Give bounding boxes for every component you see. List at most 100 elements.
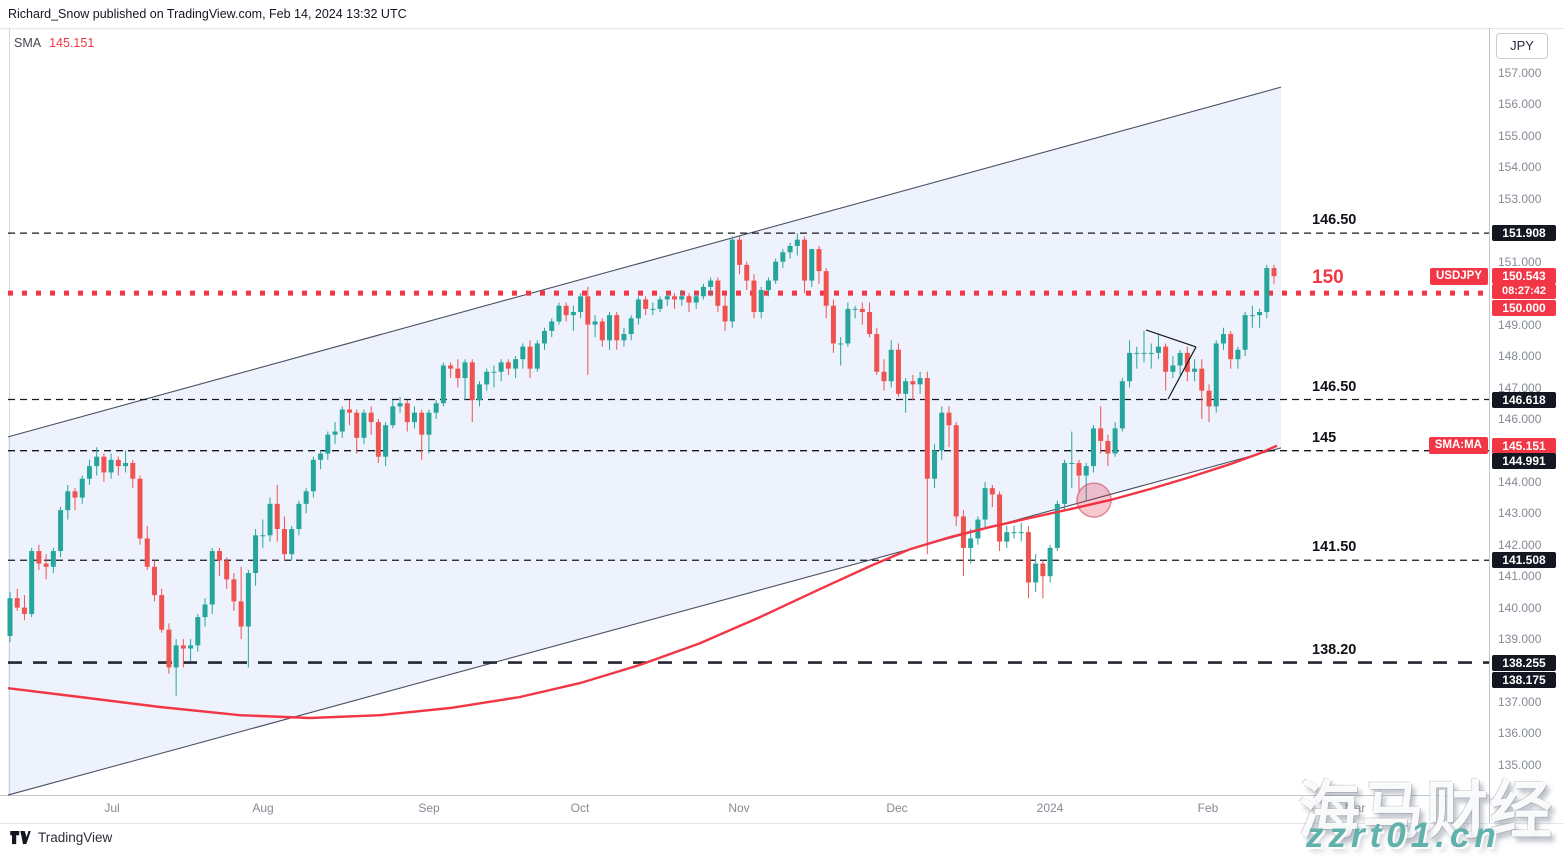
candle-body: [231, 579, 237, 602]
candle-body: [563, 305, 569, 316]
channel-fill: [8, 87, 1281, 796]
price-tick: 146.000: [1498, 411, 1542, 426]
candle-body: [1119, 381, 1125, 429]
candle-body: [1040, 563, 1046, 577]
candle-body: [1228, 334, 1234, 360]
price-badge: 08:27:42: [1492, 283, 1556, 299]
candle-body: [823, 271, 829, 306]
candle-body: [765, 280, 771, 291]
candle-body: [1025, 532, 1031, 583]
candle-body: [1155, 346, 1161, 353]
price-badge: 141.508: [1492, 552, 1556, 569]
time-label-aug[interactable]: Aug: [252, 801, 274, 815]
candle-body: [253, 535, 259, 574]
candle-body: [267, 503, 273, 536]
time-label-feb[interactable]: Feb: [1197, 801, 1219, 815]
candle-body: [238, 601, 244, 627]
candle-body: [209, 551, 215, 605]
candle-body: [737, 239, 743, 265]
price-tick: 153.000: [1498, 191, 1542, 206]
price-tick: 136.000: [1498, 726, 1542, 741]
publish-title: Richard_Snow published on TradingView.co…: [8, 7, 407, 21]
candle-body: [65, 491, 71, 511]
candle-body: [484, 371, 490, 385]
currency-toggle-button[interactable]: JPY: [1496, 33, 1548, 59]
price-scale[interactable]: JPY 157.000 156.000 155.000 154.000 153.000 1…: [1490, 28, 1564, 823]
candle-body: [997, 494, 1003, 542]
candle-body: [534, 343, 540, 369]
indicator-legend[interactable]: SMA 145.151: [14, 36, 94, 50]
candle-body: [43, 563, 49, 567]
candle-body: [72, 491, 78, 498]
candle-body: [101, 456, 107, 473]
price-badge: 138.175: [1492, 672, 1556, 689]
candle-body: [1076, 462, 1082, 476]
channel-lower-line: [7, 447, 1282, 796]
header-divider: [0, 28, 1564, 29]
candle-body: [830, 305, 836, 344]
candle-body: [845, 308, 851, 344]
price-tick: 142.000: [1498, 537, 1542, 552]
candle-body: [614, 315, 620, 341]
time-label-dec[interactable]: Dec: [886, 801, 908, 815]
price-tick: 141.000: [1498, 569, 1542, 584]
candle-body: [1069, 462, 1075, 464]
price-tick: 144.000: [1498, 474, 1542, 489]
candle-body: [462, 362, 468, 379]
candle-body: [686, 296, 692, 303]
candle-body: [744, 264, 750, 281]
time-label-mar[interactable]: Mar: [1344, 801, 1366, 815]
candle-body: [426, 412, 432, 435]
time-scale[interactable]: Jul Aug Sep Oct Nov Dec 2024 Feb Mar: [0, 795, 1490, 823]
candle-body: [375, 422, 381, 457]
candle-body: [881, 371, 887, 382]
candle-body: [448, 365, 454, 369]
candle-body: [867, 312, 873, 335]
candle-body: [108, 459, 114, 473]
price-tick: 143.000: [1498, 506, 1542, 521]
candle-body: [1090, 428, 1096, 467]
candle-body: [1257, 312, 1263, 316]
candle-body: [1220, 334, 1226, 344]
tradingview-logo-text: TradingView: [38, 830, 113, 845]
watermark-url: zzrt01.cn: [1306, 816, 1501, 855]
candle-body: [137, 478, 143, 539]
candle-body: [505, 362, 511, 369]
candle-body: [79, 478, 85, 498]
candle-body: [1163, 346, 1169, 372]
candle-body: [303, 491, 309, 504]
candle-body: [715, 280, 721, 306]
candle-body: [657, 299, 663, 309]
candle-body: [542, 330, 548, 344]
price-badge: 138.255: [1492, 654, 1556, 671]
candle-body: [144, 538, 150, 567]
candle-body: [318, 453, 324, 460]
candle-body: [1134, 352, 1140, 354]
candle-body: [650, 308, 656, 310]
candle-body: [664, 296, 670, 300]
time-label-oct[interactable]: Oct: [570, 801, 590, 815]
candle-body: [476, 384, 482, 401]
candle-body: [802, 239, 808, 281]
time-label-nov[interactable]: Nov: [728, 801, 750, 815]
time-label-sep[interactable]: Sep: [418, 801, 440, 815]
candle-body: [679, 296, 685, 300]
time-label-2024[interactable]: 2024: [1036, 801, 1064, 815]
candle-body: [672, 296, 678, 300]
tradingview-logo[interactable]: TradingView: [10, 830, 112, 845]
candle-body: [621, 334, 627, 341]
price-tick: 148.000: [1498, 349, 1542, 364]
indicator-value: 145.151: [49, 36, 95, 50]
candle-body: [332, 431, 338, 435]
candle-body: [953, 425, 959, 517]
candle-body: [166, 629, 172, 668]
time-label-jul[interactable]: Jul: [104, 801, 120, 815]
candle-body: [1098, 428, 1104, 441]
price-tick: 155.000: [1498, 128, 1542, 143]
channel-upper-line: [7, 86, 1282, 438]
price-tick: 149.000: [1498, 317, 1542, 332]
candle-body: [1148, 352, 1154, 354]
time-axis-bottom-border: [0, 823, 1564, 824]
candle-body: [159, 595, 165, 630]
